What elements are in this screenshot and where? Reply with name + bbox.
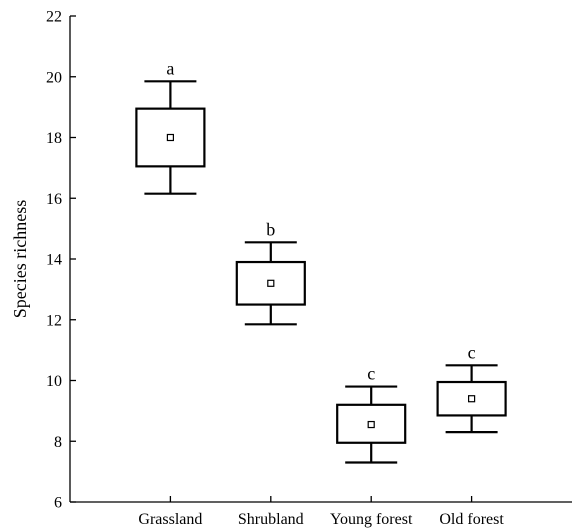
significance-letter: c [367, 364, 375, 384]
category-labels: Grassland Shrubland Young forest Old forest [138, 511, 504, 528]
x-category-label: Young forest [330, 511, 413, 528]
mean-marker [367, 420, 375, 429]
y-tick-label: 22 [46, 9, 62, 26]
x-category-label: Grassland [138, 511, 202, 528]
y-tick-label: 8 [54, 434, 62, 451]
y-tick-label: 18 [46, 130, 62, 147]
mean-marker [267, 279, 275, 287]
box-group: c [336, 364, 407, 464]
y-ticks: 6 8 10 12 14 16 18 20 22 [46, 9, 76, 512]
box-group: b [235, 219, 306, 326]
x-ticks [169, 496, 473, 502]
significance-letter: c [468, 342, 476, 362]
significance-letter: a [166, 58, 174, 78]
x-category-label: Old forest [439, 511, 504, 528]
y-tick-label: 20 [46, 69, 62, 86]
box-group: c [436, 342, 507, 434]
y-tick-label: 14 [46, 252, 62, 269]
y-tick-label: 6 [54, 495, 62, 512]
axes [69, 16, 572, 503]
boxes: a b c c [135, 58, 507, 464]
y-tick-label: 16 [46, 191, 62, 208]
mean-marker [468, 395, 476, 403]
y-axis-label: Species richness [10, 200, 30, 318]
y-tick-label: 12 [46, 312, 62, 329]
box-group: a [135, 58, 206, 195]
significance-letter: b [266, 219, 275, 239]
y-tick-label: 10 [46, 373, 62, 390]
x-category-label: Shrubland [238, 511, 304, 528]
mean-marker [166, 133, 174, 142]
